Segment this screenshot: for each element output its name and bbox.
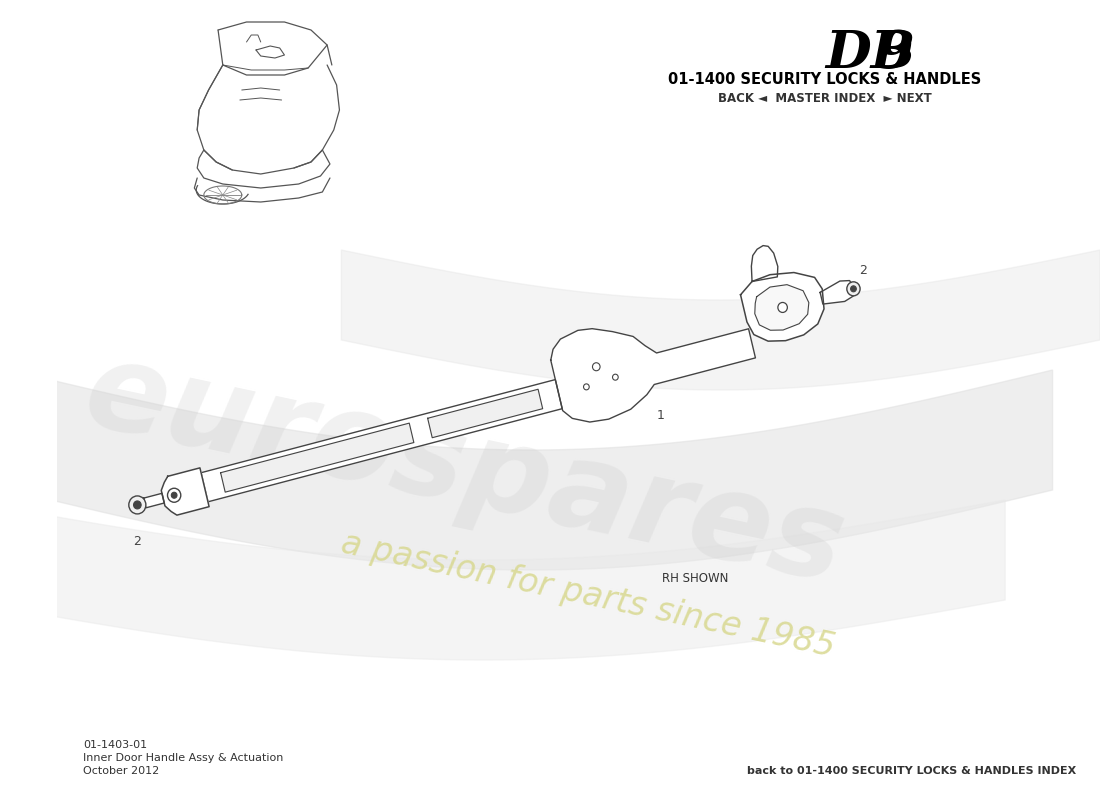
Circle shape: [593, 362, 601, 370]
Text: BACK ◄  MASTER INDEX  ► NEXT: BACK ◄ MASTER INDEX ► NEXT: [718, 92, 932, 105]
Circle shape: [613, 374, 618, 380]
Polygon shape: [755, 285, 808, 330]
Text: 01-1403-01: 01-1403-01: [84, 740, 147, 750]
Text: a passion for parts since 1985: a passion for parts since 1985: [338, 526, 838, 663]
Polygon shape: [162, 468, 209, 515]
Circle shape: [847, 282, 860, 296]
Text: RH SHOWN: RH SHOWN: [662, 572, 728, 585]
Circle shape: [133, 501, 141, 509]
Text: 2: 2: [859, 265, 867, 278]
Text: October 2012: October 2012: [84, 766, 160, 776]
Polygon shape: [341, 250, 1100, 390]
Polygon shape: [551, 329, 756, 422]
Polygon shape: [221, 423, 414, 492]
Circle shape: [583, 384, 590, 390]
Text: Inner Door Handle Assy & Actuation: Inner Door Handle Assy & Actuation: [84, 753, 284, 763]
Polygon shape: [428, 390, 542, 438]
Circle shape: [167, 488, 180, 502]
Polygon shape: [144, 494, 164, 508]
Polygon shape: [821, 281, 854, 304]
Text: 01-1400 SECURITY LOCKS & HANDLES: 01-1400 SECURITY LOCKS & HANDLES: [669, 72, 981, 87]
Circle shape: [778, 302, 788, 313]
Circle shape: [172, 492, 177, 498]
Polygon shape: [201, 379, 562, 502]
Circle shape: [850, 286, 856, 292]
Polygon shape: [740, 273, 824, 341]
Text: back to 01-1400 SECURITY LOCKS & HANDLES INDEX: back to 01-1400 SECURITY LOCKS & HANDLES…: [747, 766, 1076, 776]
Text: 2: 2: [133, 535, 141, 548]
Polygon shape: [0, 500, 1005, 660]
Text: DB: DB: [825, 28, 915, 79]
Polygon shape: [751, 246, 778, 282]
Circle shape: [129, 496, 146, 514]
Text: eurospares: eurospares: [75, 333, 855, 607]
Polygon shape: [10, 370, 1053, 570]
Text: 1: 1: [657, 410, 664, 422]
Text: 9: 9: [877, 28, 914, 79]
